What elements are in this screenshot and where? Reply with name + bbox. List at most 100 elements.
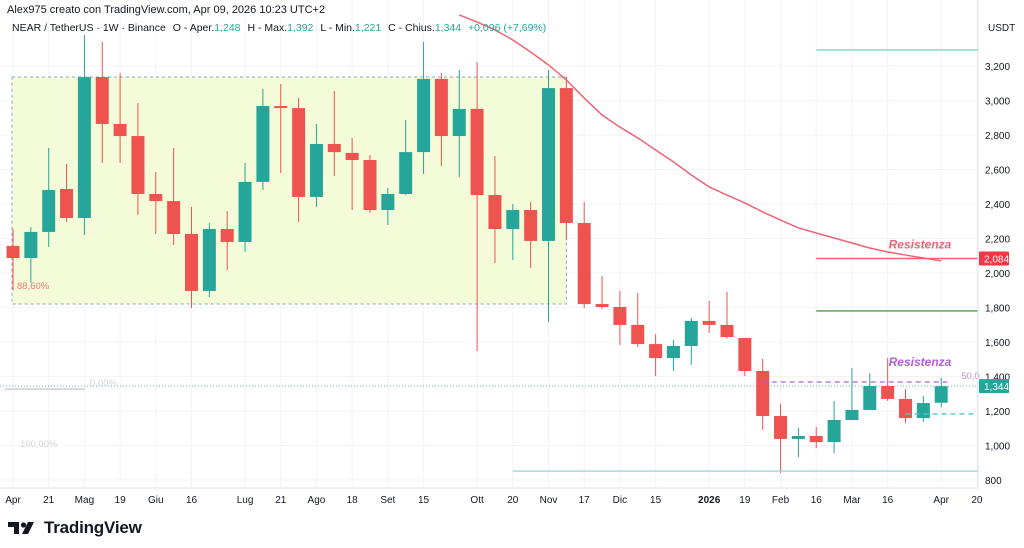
candle-body <box>899 398 912 419</box>
low-value: 1,221 <box>354 22 382 34</box>
chart-credit: Alex975 creato con TradingView.com, Apr … <box>7 4 326 16</box>
candle-body <box>185 234 198 291</box>
axes: 3,200 3,000 2,800 2,600 2,400 2,200 2,000 1,800… <box>0 0 1010 506</box>
time-tick-label: 21 <box>43 495 55 506</box>
fib-label: 100,00% <box>20 439 58 450</box>
candle-body <box>863 385 877 410</box>
time-tick-label: Set <box>380 495 395 506</box>
candle-body <box>702 320 716 325</box>
time-tick-label: Ago <box>308 495 326 506</box>
candle-body <box>327 143 341 153</box>
candle-body <box>274 106 288 109</box>
time-tick-label: Apr <box>933 495 949 506</box>
time-tick-label: Ott <box>470 495 484 506</box>
candle-body <box>488 195 502 230</box>
candle-body <box>202 229 216 291</box>
tradingview-logo[interactable]: TradingView <box>8 518 142 538</box>
moving-average <box>458 14 942 262</box>
time-tick-label: Mar <box>843 495 861 506</box>
low-label: L - Min. <box>320 22 355 34</box>
candle-body <box>220 229 234 242</box>
candle-body <box>77 77 91 218</box>
fib-label: 88,60% <box>17 281 50 292</box>
time-tick-label: 15 <box>418 495 430 506</box>
price-tick-label: 1,800 <box>985 304 1010 315</box>
time-tick-label: Lug <box>237 495 254 506</box>
price-tick-label: 2,800 <box>985 131 1010 142</box>
price-tick-label: 1,400 <box>985 373 1010 384</box>
price-tick-label: 1,000 <box>985 442 1010 453</box>
time-tick-label: 19 <box>115 495 127 506</box>
candle-body <box>559 88 573 223</box>
time-tick-label: Mag <box>75 495 94 506</box>
price-tick-label: 800 <box>985 476 1002 487</box>
candle-body <box>649 344 663 359</box>
candle-body <box>791 436 805 439</box>
change-value: +0,096 (+7,69%) <box>468 22 547 34</box>
candle-body <box>434 78 448 137</box>
candle-body <box>809 436 823 443</box>
time-tick-label: 18 <box>347 495 359 506</box>
open-value: 1,248 <box>214 22 241 34</box>
candle-body <box>881 385 895 399</box>
candle-body <box>113 123 127 137</box>
resistance-label: Resistenza <box>889 238 952 252</box>
tradingview-logo-icon <box>8 522 34 534</box>
price-tick-label: 2,400 <box>985 200 1010 211</box>
price-badge <box>979 251 1009 266</box>
price-tick-label: 1,200 <box>985 407 1010 418</box>
price-badge <box>979 379 1009 394</box>
candle-body <box>595 304 609 307</box>
candle-body <box>452 108 466 137</box>
time-tick-label: 16 <box>186 495 198 506</box>
candle-body <box>756 370 770 417</box>
time-tick-label: 15 <box>650 495 662 506</box>
time-tick-label: Giu <box>148 495 164 506</box>
candle-body <box>309 143 323 197</box>
moving-average-line <box>458 14 942 262</box>
candle-body <box>60 188 74 218</box>
candle-body <box>363 160 377 211</box>
time-tick-label: 17 <box>579 495 591 506</box>
candle-body <box>524 210 538 241</box>
time-tick-label: 16 <box>882 495 894 506</box>
time-tick-label: 19 <box>739 495 751 506</box>
candle-body <box>934 386 948 403</box>
logo-text: TradingView <box>44 518 142 537</box>
candle-body <box>684 320 698 346</box>
price-tick-label: 2,600 <box>985 166 1010 177</box>
time-tick-label: 21 <box>275 495 287 506</box>
candle-body <box>292 108 306 197</box>
candle-body <box>399 152 413 194</box>
candle-body <box>381 193 395 211</box>
price-unit: USDT <box>988 23 1016 34</box>
candle-body <box>6 245 20 258</box>
time-tick-label: 20 <box>971 495 983 506</box>
candle-body <box>774 416 788 439</box>
candle-body <box>167 201 181 235</box>
price-tick-label: 3,000 <box>985 97 1010 108</box>
high-label: H - Max. <box>247 22 288 34</box>
high-value: 1,392 <box>287 22 314 34</box>
drawings-front: Resistenza Resistenza 50,0 <box>512 49 980 472</box>
level-label: 50,0 <box>961 371 980 382</box>
price-tick-label: 2,000 <box>985 269 1010 280</box>
candle-body <box>827 419 841 443</box>
time-tick-label: Nov <box>540 495 558 506</box>
resistance-label: Resistenza <box>889 355 952 369</box>
candle-body <box>95 77 109 124</box>
candle-body <box>720 324 734 337</box>
candle-body <box>631 324 645 345</box>
candle-body <box>613 306 627 325</box>
candle-body <box>42 190 56 232</box>
symbol-name[interactable]: NEAR / TetherUS · 1W · Binance <box>12 22 166 34</box>
drawings-back: 88,60% 0,00% 100,00% <box>0 76 978 450</box>
time-tick-label: 20 <box>507 495 519 506</box>
candle-body <box>149 193 163 202</box>
time-tick-label: 16 <box>811 495 823 506</box>
price-tick-label: 2,200 <box>985 235 1010 246</box>
time-tick-label: Apr <box>5 495 21 506</box>
price-tick-label: 3,200 <box>985 62 1010 73</box>
price-badge-label: 2,084 <box>984 255 1009 266</box>
